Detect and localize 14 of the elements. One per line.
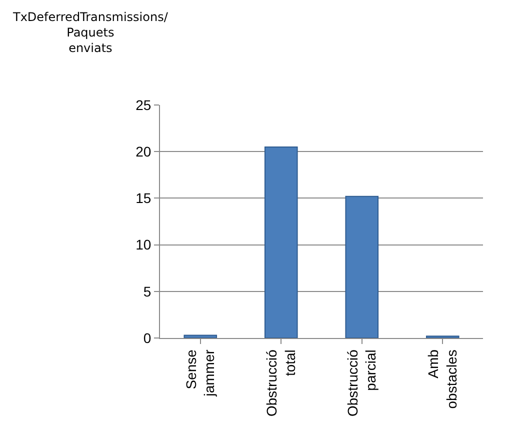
y-tick-label: 0 (143, 330, 152, 346)
x-tick-label: Sense jammer (182, 349, 218, 398)
x-tick-label: Obstrucció parcial (344, 349, 379, 417)
y-tick-label: 15 (136, 190, 152, 206)
x-tick-label: Amb obstacles (425, 349, 460, 409)
bar (184, 334, 218, 338)
bar (345, 196, 379, 338)
y-axis-title: TxDeferredTransmissions/ Paquets enviats (12, 10, 169, 56)
y-tick-label: 10 (136, 236, 152, 253)
y-tick-label: 5 (143, 283, 152, 300)
x-tick-label: Obstrucció total (264, 349, 298, 417)
y-tick-label: 20 (136, 144, 152, 160)
y-tick-label: 25 (136, 96, 152, 113)
bar (264, 146, 298, 338)
